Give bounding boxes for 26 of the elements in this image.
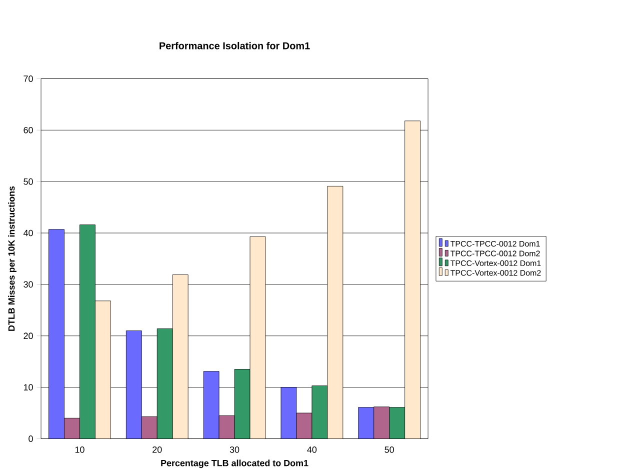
- bar: [48, 229, 64, 439]
- bar: [358, 406, 374, 439]
- bar: [389, 406, 406, 439]
- x-tick-label: 20: [152, 446, 162, 453]
- y-tick-label: 60: [24, 126, 33, 134]
- y-tick-label: 0: [28, 435, 33, 442]
- bar: [280, 386, 297, 439]
- bar: [156, 328, 173, 439]
- bar: [126, 330, 142, 439]
- x-tick-label: 30: [230, 446, 240, 453]
- y-tick-label: 30: [24, 281, 33, 288]
- bar: [203, 370, 220, 439]
- bar: [312, 385, 328, 439]
- x-tick-label: 50: [384, 446, 394, 453]
- x-tick-label: 10: [75, 446, 84, 453]
- bar: [80, 224, 96, 439]
- y-tick-label: 20: [24, 332, 33, 339]
- y-tick-label: 50: [24, 178, 33, 185]
- y-tick-label: 40: [23, 230, 33, 236]
- x-axis-title: Percentage TLB allocated to Dom1: [161, 459, 308, 468]
- y-tick-label: 70: [24, 75, 33, 82]
- bar: [234, 368, 250, 439]
- y-tick-label: 10: [24, 384, 33, 390]
- x-tick-label: 40: [307, 446, 317, 453]
- y-axis-title: DTLB Misses per 10K instructions: [8, 186, 16, 331]
- chart-title: Performance Isolation for Dom1: [160, 42, 310, 50]
